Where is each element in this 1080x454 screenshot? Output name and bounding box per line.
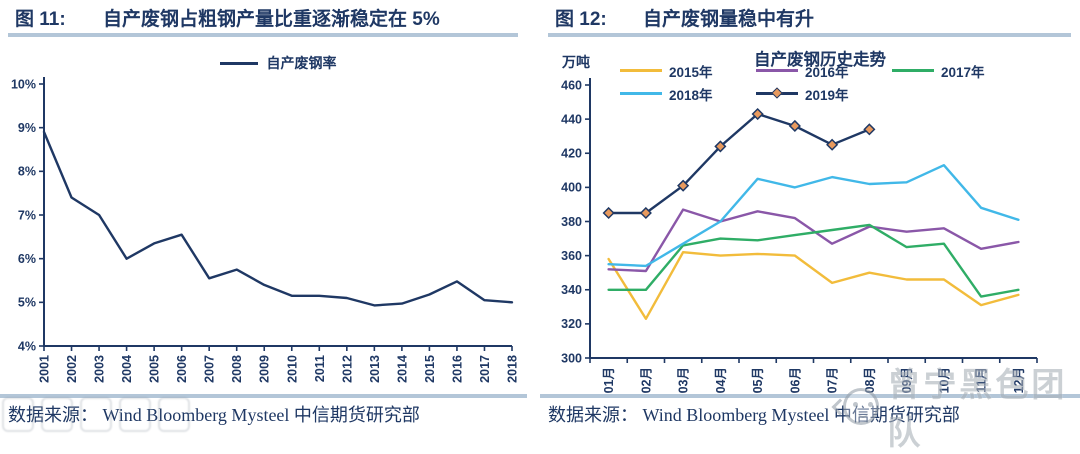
y-tick-label: 320	[561, 317, 582, 331]
x-tick-label: 2007	[203, 355, 217, 383]
y-tick-label: 4%	[18, 339, 36, 353]
scrap-volume-line-chart: 300 320 340 360 380 400 420 440 460 01月 02月 03月 04月 0…	[561, 78, 1038, 393]
footer-divider	[0, 394, 527, 398]
x-tick-label: 2005	[148, 355, 162, 383]
y-tick-label: 7%	[18, 208, 36, 222]
x-tick-label: 05月	[751, 367, 765, 393]
diamond-marker	[602, 206, 615, 220]
x-tick-label: 08月	[863, 367, 877, 393]
x-tick-label: 01月	[602, 367, 616, 393]
legend-line-swatch	[620, 69, 662, 72]
x-tick-label: 2012	[340, 355, 354, 383]
series-line-2016年	[607, 208, 1020, 273]
x-tick-label: 2009	[258, 355, 272, 383]
legend-label: 2016年	[805, 64, 849, 80]
x-tick-label: 2017	[478, 355, 492, 383]
y-tick-label: 360	[561, 249, 582, 263]
x-tick-label: 2002	[65, 355, 79, 383]
x-tick-label: 10月	[937, 367, 951, 393]
y-tick-label: 8%	[18, 165, 36, 179]
series-line-2017年	[607, 223, 1020, 298]
series-line-自产废钢率	[42, 130, 514, 307]
y-tick-label: 440	[561, 112, 582, 126]
x-tick-label: 2018	[506, 355, 520, 383]
legend-item-2019年: 2019年	[756, 82, 892, 105]
diamond-marker	[826, 138, 839, 151]
legend-label: 2015年	[669, 64, 713, 80]
figure-11-title: 自产废钢占粗钢产量比重逐渐稳定在 5%	[103, 9, 440, 30]
figure-11-panel: 图 11: 自产废钢占粗钢产量比重逐渐稳定在 5% 自产废钢率 4% 5% 6% 7%…	[0, 0, 527, 438]
footer-divider	[540, 394, 1080, 398]
legend-label: 2017年	[941, 64, 985, 80]
diamond-marker	[639, 206, 652, 220]
diamond-marker	[714, 140, 727, 153]
legend-item-2016年: 2016年	[756, 59, 892, 82]
figure-11-legend: 自产废钢率	[44, 53, 512, 73]
legend-line-swatch	[219, 61, 258, 65]
x-tick-label: 09月	[900, 367, 914, 393]
axis	[43, 77, 512, 347]
series-line-2019年	[607, 112, 871, 215]
x-tick-label: 2016	[450, 355, 464, 383]
legend-item-2017年: 2017年	[892, 59, 1028, 82]
y-tick-label: 400	[561, 181, 582, 195]
figure-11-header: 图 11: 自产废钢占粗钢产量比重逐渐稳定在 5%	[15, 4, 517, 31]
legend-line-swatch	[756, 69, 798, 72]
y-tick-label: 460	[561, 78, 582, 92]
legend-line-swatch	[620, 92, 662, 95]
axis	[589, 78, 1037, 359]
series-line-2015年	[607, 250, 1020, 320]
y-tick-label: 340	[561, 283, 582, 297]
x-tick-label: 2014	[395, 355, 409, 383]
y-tick-label: 9%	[18, 121, 36, 135]
y-axis-unit-label: 万吨	[562, 54, 590, 70]
diamond-marker	[751, 107, 764, 121]
legend-line-swatch	[756, 86, 798, 99]
diamond-marker	[788, 119, 801, 133]
legend-label: 自产废钢率	[266, 55, 337, 71]
legend-label: 2019年	[805, 87, 849, 103]
y-tick-label: 10%	[11, 77, 36, 91]
chart-title: 自产废钢历史走势	[754, 51, 886, 69]
data-source: 数据来源： Wind Bloomberg Mysteel 中信期货研究部	[548, 405, 960, 425]
y-tick-label: 6%	[18, 252, 36, 266]
x-tick-label: 2011	[313, 355, 327, 382]
diamond-marker	[677, 179, 690, 192]
header-divider	[8, 33, 518, 37]
x-tick-label: 2001	[38, 355, 52, 383]
y-tick-label: 420	[561, 147, 582, 161]
y-tick-label: 300	[561, 351, 582, 365]
x-tick-label: 04月	[714, 367, 728, 393]
x-tick-label: 2008	[230, 355, 244, 383]
x-tick-label: 2003	[93, 355, 107, 383]
legend-label: 2018年	[669, 87, 713, 103]
figure-12-panel: 图 12: 自产废钢量稳中有升 万吨 自产废钢历史走势 2015年 2016年 20…	[540, 0, 1080, 438]
x-tick-label: 2006	[175, 355, 189, 383]
x-tick-label: 11月	[975, 367, 989, 393]
x-tick-label: 2004	[120, 355, 134, 383]
x-tick-label: 2010	[285, 355, 299, 383]
x-tick-label: 2013	[368, 355, 382, 383]
series-line-2018年	[607, 163, 1020, 268]
x-tick-label: 2015	[423, 355, 437, 383]
x-tick-label: 03月	[677, 367, 691, 393]
figure-12-number: 图 12:	[555, 9, 607, 30]
y-tick-label: 380	[561, 215, 582, 229]
diamond-marker	[863, 123, 876, 136]
legend-item-2015年: 2015年	[620, 59, 756, 82]
x-tick-label: 02月	[639, 367, 653, 393]
header-divider	[548, 33, 1071, 37]
legend-item-2018年: 2018年	[620, 82, 756, 105]
figure-11-number: 图 11:	[15, 9, 66, 30]
scrap-ratio-line-chart: 4% 5% 6% 7% 8% 9% 10% 2001 2002 2003 2004 2005 2006 2…	[11, 77, 520, 383]
figure-12-header: 图 12: 自产废钢量稳中有升	[555, 4, 1070, 31]
x-tick-label: 07月	[826, 367, 840, 393]
x-tick-label: 06月	[788, 367, 802, 393]
y-tick-label: 5%	[18, 296, 36, 310]
figure-12-title: 自产废钢量稳中有升	[643, 9, 815, 30]
data-source: 数据来源： Wind Bloomberg Mysteel 中信期货研究部	[8, 405, 420, 425]
x-tick-label: 12月	[1012, 367, 1026, 393]
legend-line-swatch	[892, 69, 934, 72]
figure-12-legend: 2015年 2016年 2017年 2018年 2019年	[620, 59, 1028, 105]
